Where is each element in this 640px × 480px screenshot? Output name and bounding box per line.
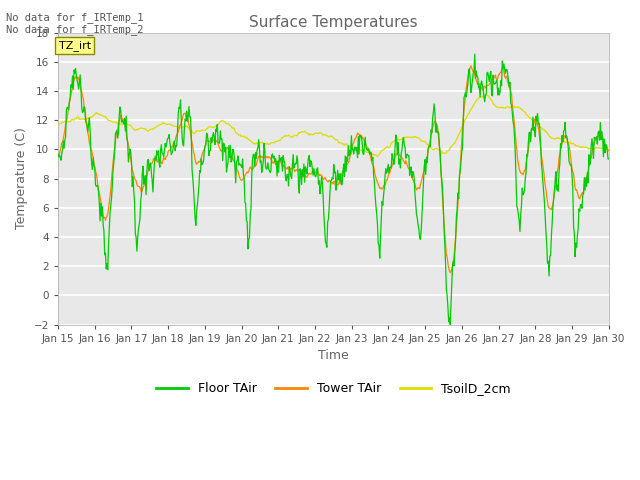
Y-axis label: Temperature (C): Temperature (C): [15, 128, 28, 229]
Title: Surface Temperatures: Surface Temperatures: [249, 15, 418, 30]
Text: No data for f_IRTemp_1
No data for f_IRTemp_2: No data for f_IRTemp_1 No data for f_IRT…: [6, 12, 144, 36]
Legend: Floor TAir, Tower TAir, TsoilD_2cm: Floor TAir, Tower TAir, TsoilD_2cm: [152, 377, 515, 400]
X-axis label: Time: Time: [318, 349, 349, 362]
Text: TZ_irt: TZ_irt: [59, 40, 91, 51]
